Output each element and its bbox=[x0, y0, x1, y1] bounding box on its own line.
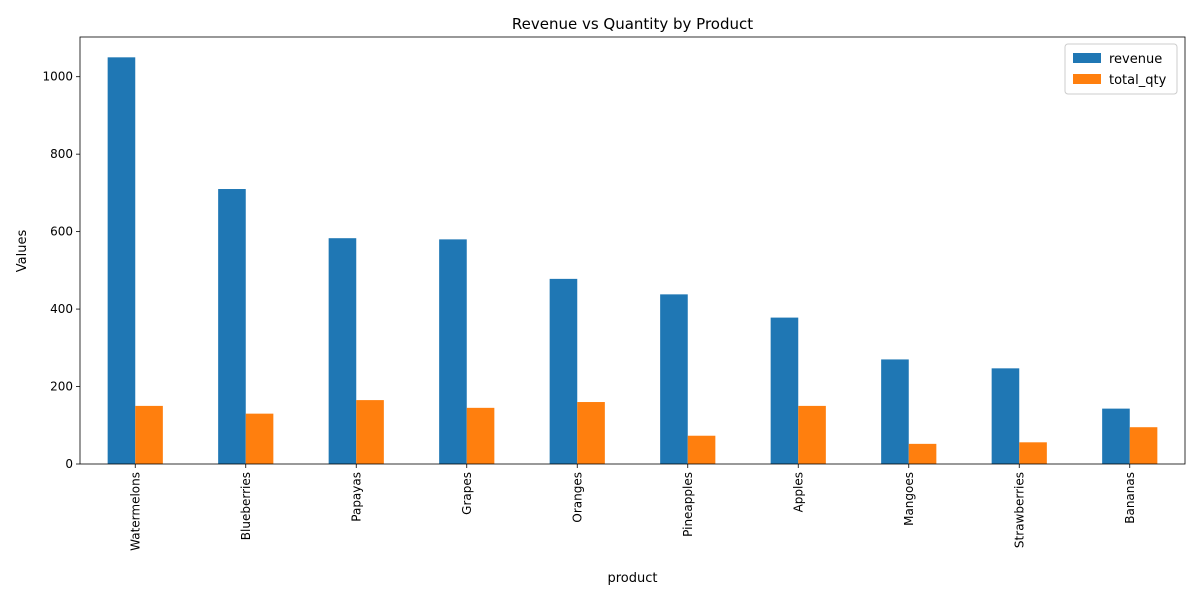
bar-revenue-pineapples bbox=[660, 294, 688, 464]
x-tick-label: Bananas bbox=[1123, 472, 1137, 524]
y-axis-label: Values bbox=[15, 230, 30, 273]
x-axis-label: product bbox=[607, 571, 657, 586]
bar-total_qty-grapes bbox=[466, 407, 495, 464]
bar-total_qty-blueberries bbox=[245, 413, 274, 464]
x-tick-label: Blueberries bbox=[239, 472, 253, 540]
bar-total_qty-apples bbox=[798, 405, 826, 464]
y-tick-label: 400 bbox=[50, 302, 73, 316]
bar-total_qty-bananas bbox=[1129, 427, 1158, 464]
bar-total_qty-watermelons bbox=[135, 405, 163, 464]
plot-area: Watermelons Blueberries Papayas Grapes Orang… bbox=[42, 36, 1186, 551]
x-tick-label: Apples bbox=[791, 472, 805, 512]
x-tick-label: Grapes bbox=[460, 472, 474, 515]
bar-total_qty-pineapples bbox=[687, 435, 716, 464]
y-tick-label: 200 bbox=[50, 380, 73, 394]
chart-title: Revenue vs Quantity by Product bbox=[512, 15, 753, 33]
legend-swatch-total_qty bbox=[1073, 74, 1101, 84]
y-tick-label: 1000 bbox=[42, 70, 73, 84]
bar-total_qty-oranges bbox=[577, 402, 605, 464]
y-tick-label: 600 bbox=[50, 225, 73, 239]
bar-revenue-papayas bbox=[328, 238, 357, 464]
y-tick-label: 800 bbox=[50, 147, 73, 161]
bar-revenue-grapes bbox=[439, 239, 467, 464]
x-tick-label: Mangoes bbox=[902, 472, 916, 526]
x-tick-label: Oranges bbox=[570, 472, 584, 523]
bar-revenue-oranges bbox=[549, 278, 578, 464]
bar-total_qty-mangoes bbox=[908, 443, 937, 464]
x-tick-label: Papayas bbox=[349, 472, 363, 522]
bar-revenue-apples bbox=[770, 317, 799, 464]
legend: revenue total_qty bbox=[1064, 43, 1178, 95]
y-tick-label: 0 bbox=[65, 457, 73, 471]
bar-revenue-watermelons bbox=[107, 57, 136, 464]
bar-revenue-bananas bbox=[1102, 408, 1130, 464]
legend-label-total_qty: total_qty bbox=[1109, 73, 1167, 88]
legend-label-revenue: revenue bbox=[1109, 52, 1162, 67]
bar-revenue-blueberries bbox=[218, 189, 246, 464]
bar-total_qty-papayas bbox=[356, 400, 384, 464]
legend-swatch-revenue bbox=[1073, 53, 1101, 63]
x-tick-label: Strawberries bbox=[1012, 472, 1026, 548]
x-tick-label: Pineapples bbox=[681, 472, 695, 537]
bar-total_qty-strawberries bbox=[1019, 442, 1047, 464]
x-tick-label: Watermelons bbox=[128, 472, 142, 551]
plot-frame bbox=[79, 36, 1186, 465]
bar-revenue-strawberries bbox=[991, 368, 1020, 464]
bar-revenue-mangoes bbox=[881, 359, 909, 464]
